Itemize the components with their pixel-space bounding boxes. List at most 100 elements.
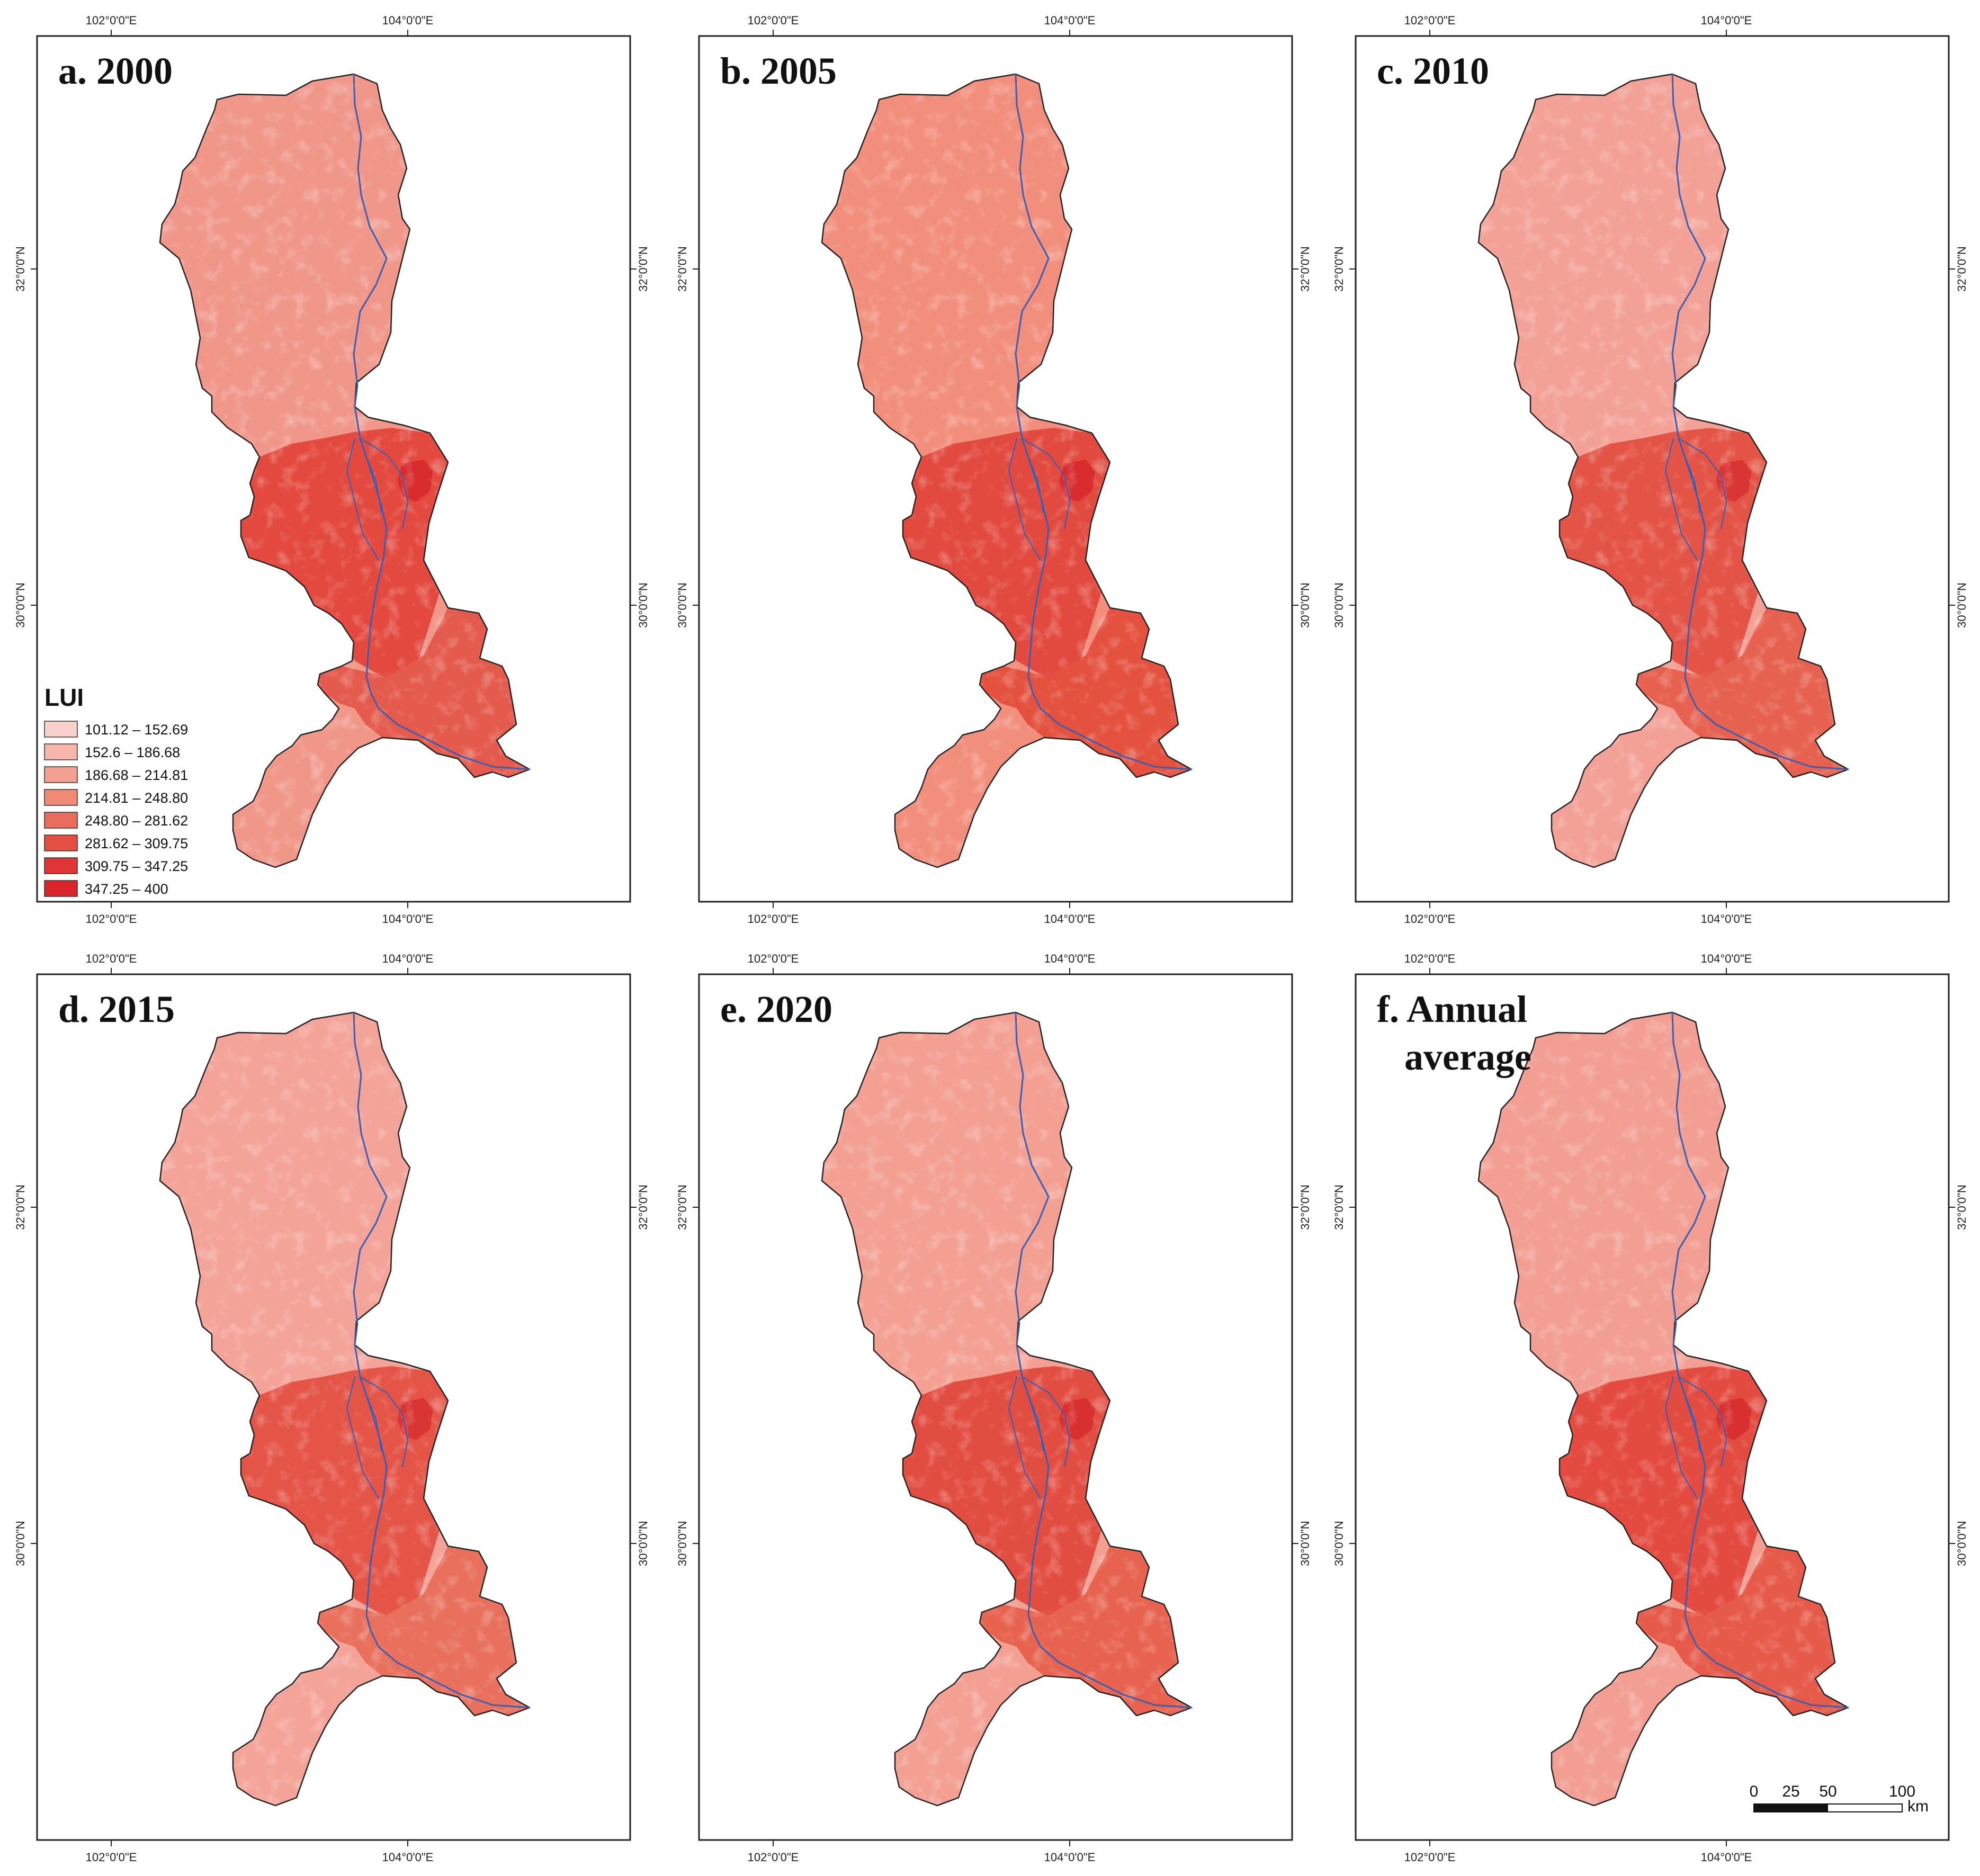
river-branch [1683, 1392, 1701, 1452]
river-branch [1008, 1376, 1042, 1500]
legend-swatch [44, 812, 78, 829]
lat-label-right-upper: 32°0'0"N [1955, 1184, 1968, 1230]
river-main [353, 1011, 531, 1709]
lat-label-left-upper: 32°0'0"N [1332, 246, 1346, 292]
lat-label-left-upper: 32°0'0"N [676, 246, 689, 292]
lat-label-left-lower: 30°0'0"N [14, 582, 27, 628]
lat-label-left-upper: 32°0'0"N [1332, 1184, 1346, 1230]
panel-title: a. 2000 [58, 50, 173, 92]
lon-label-top-left: 102°0'0"E [1404, 14, 1456, 27]
lat-label-right-lower: 30°0'0"N [1955, 582, 1968, 628]
lon-label-top-right: 104°0'0"E [1044, 14, 1096, 27]
lon-label-bottom-right: 104°0'0"E [1044, 1851, 1096, 1864]
river-branch [1683, 453, 1701, 514]
river-branch [346, 1376, 380, 1500]
lon-label-top-left: 102°0'0"E [1404, 952, 1456, 965]
basin-boundary [1477, 73, 1849, 868]
lon-label-bottom-right: 104°0'0"E [1044, 912, 1096, 926]
lon-label-top-left: 102°0'0"E [86, 14, 137, 27]
lon-label-top-right: 104°0'0"E [382, 14, 434, 27]
panel-title: f. Annual [1377, 988, 1527, 1030]
lat-label-left-upper: 32°0'0"N [676, 1184, 689, 1230]
river-branch [1678, 437, 1727, 529]
lon-label-top-right: 104°0'0"E [382, 952, 434, 965]
lon-label-top-right: 104°0'0"E [1044, 952, 1096, 965]
lon-label-bottom-left: 102°0'0"E [748, 912, 799, 926]
legend-label: 152.6 – 186.68 [85, 744, 180, 760]
legend-swatch [44, 834, 78, 851]
legend-title: LUI [44, 684, 84, 711]
lon-label-bottom-left: 102°0'0"E [86, 1851, 137, 1864]
panel-title: e. 2020 [720, 988, 832, 1030]
legend-swatch [44, 766, 78, 783]
river-branch [1664, 1376, 1698, 1500]
scale-tick-label: 0 [1750, 1783, 1759, 1800]
legend-swatch [44, 880, 78, 897]
lon-label-top-left: 102°0'0"E [748, 14, 799, 27]
map-panel-a: 102°0'0"E 104°0'0"E 102°0'0"E 104°0'0"E 32°0… [14, 14, 650, 926]
river-main [1015, 73, 1193, 770]
legend-label: 248.80 – 281.62 [85, 813, 188, 829]
panel-title: d. 2015 [58, 988, 175, 1030]
river-branch [1021, 437, 1071, 529]
river-main [1015, 1011, 1193, 1709]
river-main [1671, 73, 1849, 770]
lat-label-right-upper: 32°0'0"N [1298, 1184, 1312, 1230]
lat-label-right-lower: 30°0'0"N [1298, 582, 1312, 628]
lon-label-bottom-right: 104°0'0"E [382, 912, 434, 926]
basin-boundary [821, 1011, 1193, 1807]
lat-label-right-lower: 30°0'0"N [637, 1521, 650, 1566]
river-main [353, 73, 531, 770]
panel-title: c. 2010 [1377, 50, 1489, 92]
legend-swatch [44, 743, 78, 760]
lon-label-bottom-right: 104°0'0"E [382, 1851, 434, 1864]
river-main [1671, 1011, 1849, 1709]
lat-label-left-upper: 32°0'0"N [14, 246, 27, 292]
lat-label-right-upper: 32°0'0"N [1955, 246, 1968, 292]
lat-label-left-upper: 32°0'0"N [14, 1184, 27, 1230]
river-branch [1026, 453, 1044, 514]
map-panel-b: 102°0'0"E 104°0'0"E 102°0'0"E 104°0'0"E 32°0… [676, 14, 1312, 926]
river-branch [1664, 437, 1698, 561]
basin-boundary [159, 73, 531, 868]
legend-swatch [44, 789, 78, 806]
map-panel-c: 102°0'0"E 104°0'0"E 102°0'0"E 104°0'0"E 32°0… [1332, 14, 1968, 926]
panel-title: b. 2005 [720, 50, 837, 92]
lon-label-bottom-right: 104°0'0"E [1701, 912, 1752, 926]
lat-label-left-lower: 30°0'0"N [1332, 1521, 1346, 1566]
legend-swatch [44, 721, 78, 738]
lon-label-bottom-left: 102°0'0"E [1404, 912, 1456, 926]
lat-label-right-lower: 30°0'0"N [1955, 1521, 1968, 1566]
basin-boundary [159, 1011, 531, 1807]
map-panel-f: 102°0'0"E 104°0'0"E 102°0'0"E 104°0'0"E 32°0… [1332, 952, 1968, 1864]
lat-label-left-lower: 30°0'0"N [1332, 582, 1346, 628]
lat-label-right-upper: 32°0'0"N [1298, 246, 1312, 292]
panel-title: average [1404, 1036, 1531, 1078]
legend-label: 281.62 – 309.75 [85, 836, 188, 851]
lon-label-bottom-left: 102°0'0"E [1404, 1851, 1456, 1864]
lat-label-left-lower: 30°0'0"N [14, 1521, 27, 1566]
lon-label-bottom-right: 104°0'0"E [1701, 1851, 1752, 1864]
river-branch [359, 437, 409, 529]
lon-label-bottom-left: 102°0'0"E [748, 1851, 799, 1864]
river-branch [359, 1376, 409, 1468]
river-branch [1008, 437, 1042, 561]
scale-tick-label: 50 [1819, 1783, 1836, 1800]
lon-label-bottom-left: 102°0'0"E [86, 912, 137, 926]
river-branch [1026, 1392, 1044, 1452]
legend-label: 186.68 – 214.81 [85, 767, 188, 783]
lat-label-right-upper: 32°0'0"N [637, 246, 650, 292]
basin-boundary [1477, 1011, 1849, 1807]
legend-swatch [44, 857, 78, 874]
map-panel-d: 102°0'0"E 104°0'0"E 102°0'0"E 104°0'0"E 32°0… [14, 952, 650, 1864]
basin-boundary [821, 73, 1193, 868]
scale-tick-label: 100 [1889, 1783, 1915, 1800]
lon-label-top-left: 102°0'0"E [748, 952, 799, 965]
river-branch [364, 1392, 382, 1452]
river-branch [1021, 1376, 1071, 1468]
lon-label-top-left: 102°0'0"E [86, 952, 137, 965]
scale-tick-label: 25 [1782, 1783, 1799, 1800]
map-panel-e: 102°0'0"E 104°0'0"E 102°0'0"E 104°0'0"E 32°0… [676, 952, 1312, 1864]
